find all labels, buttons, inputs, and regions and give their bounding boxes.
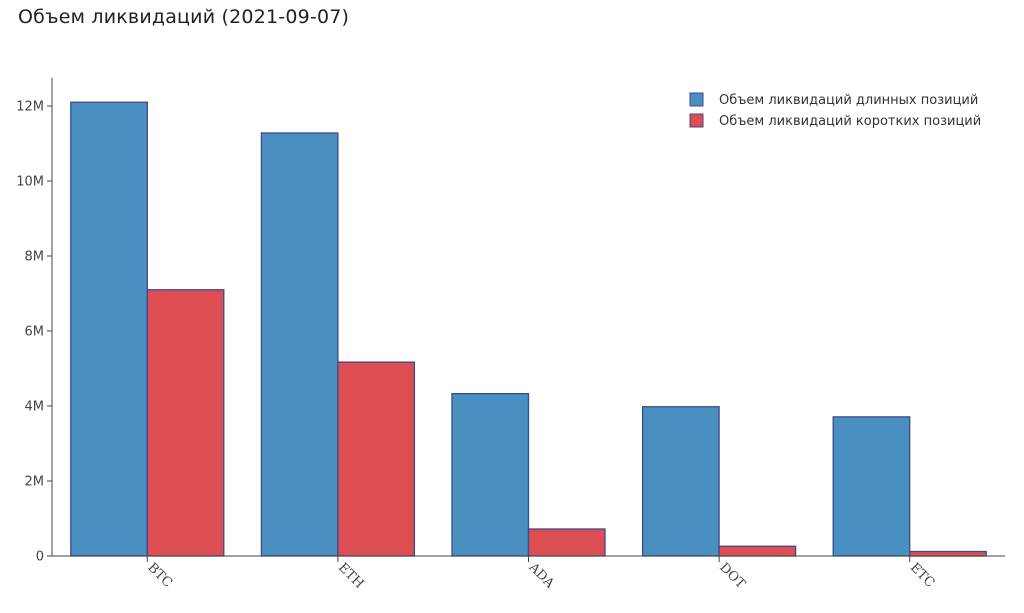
bar-btc-long[interactable] — [70, 101, 148, 557]
legend[interactable]: Объем ликвидаций длинных позиций Объем ли… — [689, 92, 981, 129]
y-tick-label: 8M — [25, 250, 45, 265]
bar-ada-long[interactable] — [451, 392, 530, 557]
y-tick-label: 0 — [36, 550, 44, 565]
bar-dot-long[interactable] — [641, 406, 720, 557]
bars-layer — [70, 101, 987, 557]
bar-ada-short[interactable] — [527, 528, 606, 557]
bar-dot-short[interactable] — [718, 545, 797, 557]
x-tick-label-etc: ETC — [907, 560, 938, 591]
y-tick-label: 6M — [25, 325, 45, 340]
legend-swatch-long[interactable] — [689, 92, 704, 107]
legend-label-long[interactable]: Объем ликвидаций длинных позиций — [719, 93, 978, 108]
bar-etc-long[interactable] — [832, 416, 911, 557]
bar-eth-short[interactable] — [337, 361, 416, 557]
y-tick-label: 12M — [16, 100, 44, 115]
x-tick-label-ada: ADA — [525, 560, 557, 592]
x-tick-label-btc: BTC — [144, 560, 175, 591]
y-tick-label: 10M — [16, 175, 44, 190]
x-tick-label-dot: DOT — [716, 560, 748, 592]
y-tick-label: 2M — [25, 475, 45, 490]
chart-title: Объем ликвидаций (2021-09-07) — [18, 6, 350, 28]
bar-etc-short[interactable] — [909, 550, 987, 557]
y-tick-label: 4M — [25, 400, 45, 415]
legend-swatch-short[interactable] — [689, 113, 704, 128]
bar-eth-long[interactable] — [260, 132, 339, 557]
x-tick-label-eth: ETH — [335, 560, 366, 591]
legend-label-short[interactable]: Объем ликвидаций коротких позиций — [719, 114, 981, 129]
bar-btc-short[interactable] — [146, 289, 225, 557]
